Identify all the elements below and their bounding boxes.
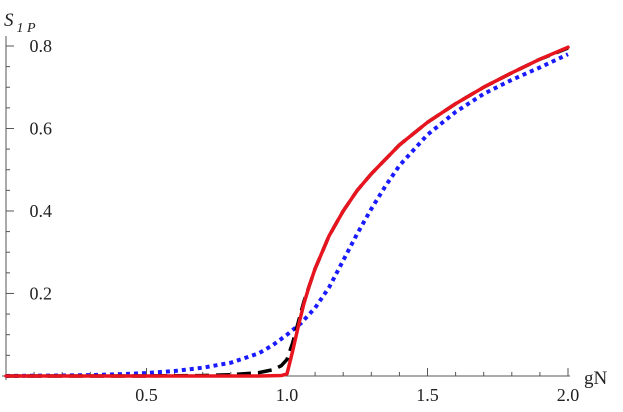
series-layer <box>4 45 570 378</box>
x-tick-label: 2.0 <box>557 385 580 405</box>
x-tick-label: 0.5 <box>135 385 158 405</box>
series-line-dashed <box>6 46 569 378</box>
y-tick-label: 0.6 <box>30 118 53 138</box>
y-axis-title-sub: 1 P <box>17 21 37 36</box>
y-tick-label: 0.4 <box>30 201 53 221</box>
axes: 0.5 1.0 1.5 2.0 0.2 0.4 0.6 0.8 <box>2 36 579 405</box>
x-tick-label: 1.0 <box>276 385 299 405</box>
y-tick-label: 0.2 <box>30 283 53 303</box>
x-tick-label: 1.5 <box>416 385 439 405</box>
y-tick-label: 0.8 <box>30 36 53 56</box>
series-line-solid <box>4 45 570 378</box>
series-line-dotted <box>5 52 569 378</box>
y-axis-title-main: S <box>4 10 14 31</box>
x-axis-title: gN <box>584 368 608 389</box>
